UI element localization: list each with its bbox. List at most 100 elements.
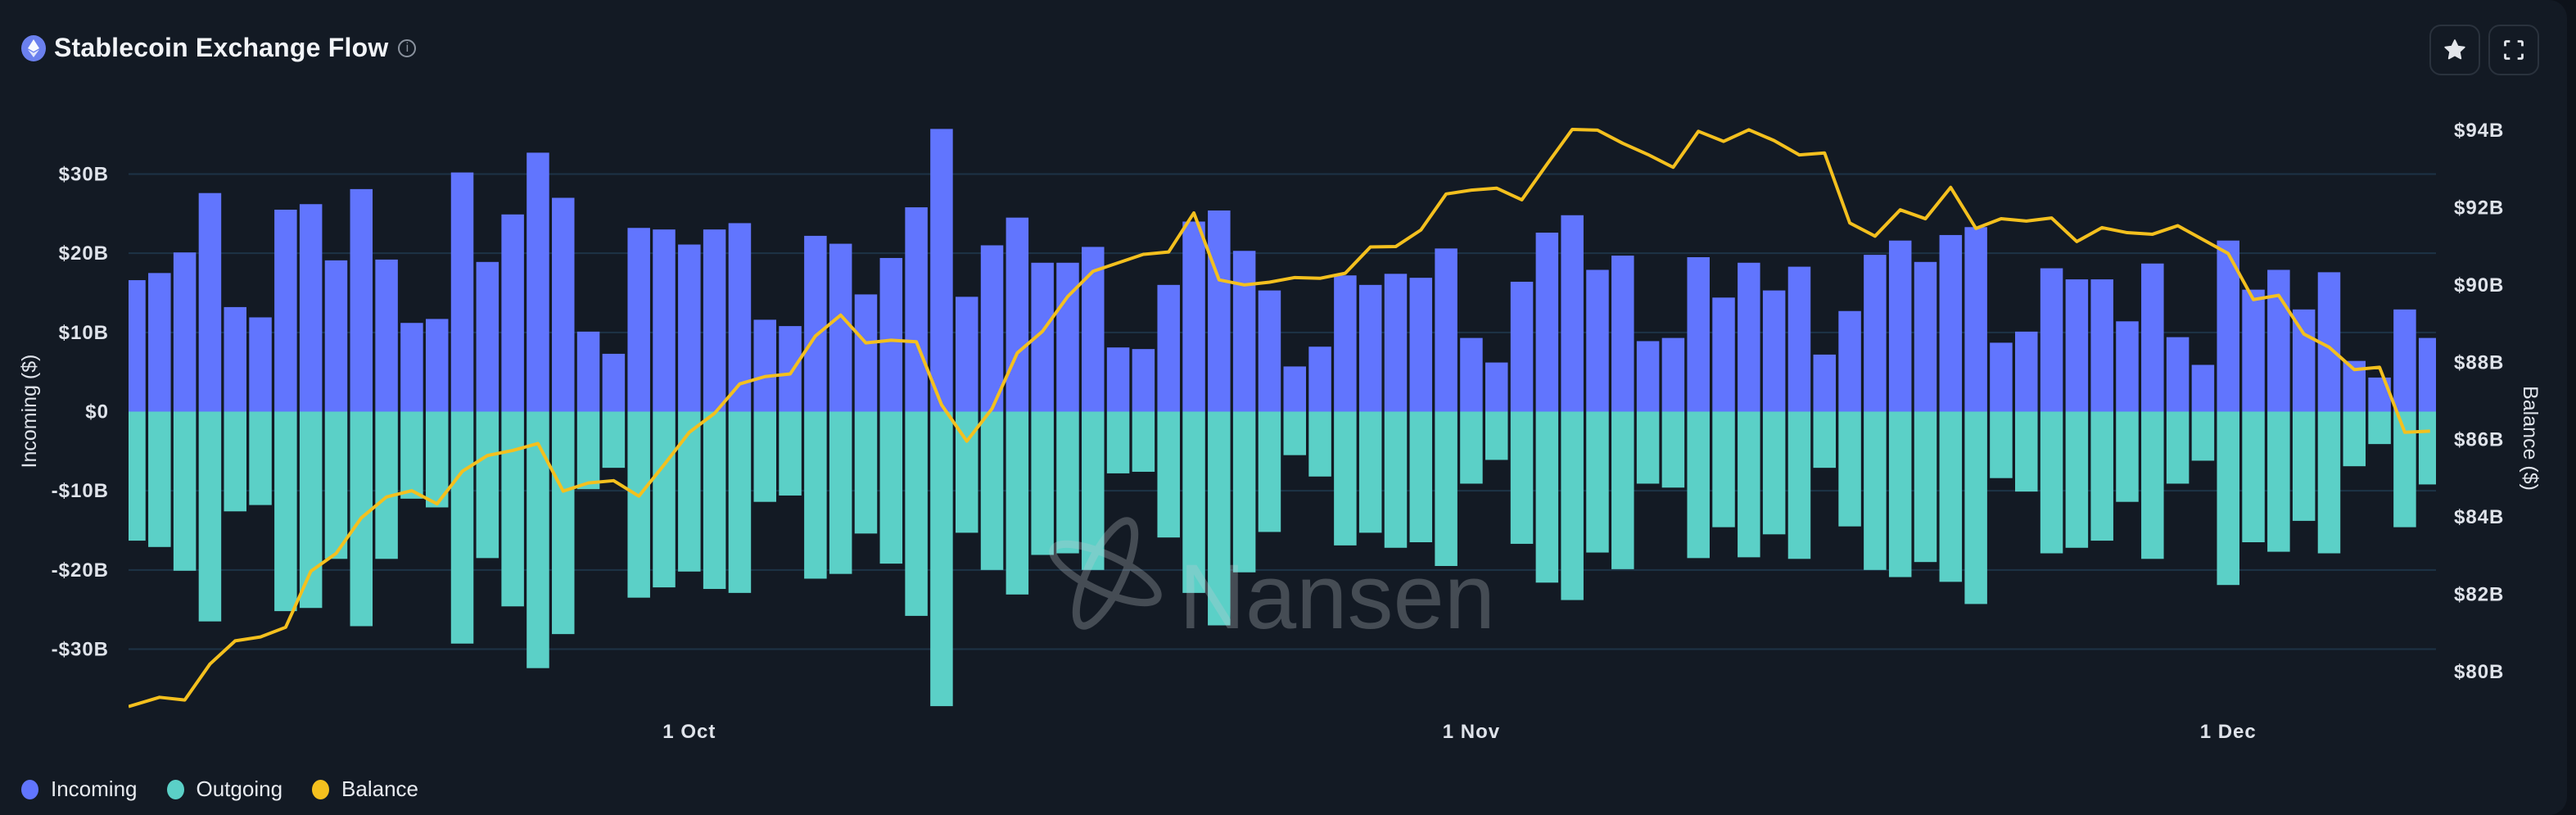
- incoming-bar[interactable]: [1358, 284, 1382, 412]
- outgoing-bar[interactable]: [1586, 411, 1609, 553]
- outgoing-bar[interactable]: [1358, 411, 1382, 533]
- incoming-bar[interactable]: [678, 244, 701, 412]
- info-icon[interactable]: i: [398, 38, 417, 57]
- incoming-bar[interactable]: [804, 235, 827, 412]
- outgoing-bar[interactable]: [829, 411, 852, 574]
- incoming-bar[interactable]: [653, 229, 676, 412]
- incoming-bar[interactable]: [2191, 364, 2215, 412]
- incoming-bar[interactable]: [1661, 337, 1685, 412]
- incoming-bar[interactable]: [1510, 281, 1534, 412]
- incoming-bar[interactable]: [1208, 210, 1231, 412]
- outgoing-bar[interactable]: [173, 411, 197, 571]
- incoming-bar[interactable]: [2368, 377, 2391, 412]
- outgoing-bar[interactable]: [804, 411, 827, 579]
- incoming-bar[interactable]: [224, 306, 246, 412]
- legend-item-balance[interactable]: Balance: [312, 777, 418, 802]
- incoming-bar[interactable]: [703, 229, 726, 412]
- outgoing-bar[interactable]: [1106, 411, 1130, 473]
- incoming-bar[interactable]: [2242, 289, 2265, 412]
- outgoing-bar[interactable]: [879, 411, 903, 564]
- outgoing-bar[interactable]: [980, 411, 1004, 570]
- outgoing-bar[interactable]: [2217, 411, 2239, 586]
- outgoing-bar[interactable]: [1031, 411, 1054, 555]
- outgoing-bar[interactable]: [1990, 411, 2013, 478]
- incoming-bar[interactable]: [1964, 227, 1987, 412]
- outgoing-bar[interactable]: [930, 411, 953, 707]
- outgoing-bar[interactable]: [249, 411, 272, 505]
- incoming-bar[interactable]: [123, 280, 146, 412]
- outgoing-bar[interactable]: [1964, 411, 1987, 604]
- outgoing-bar[interactable]: [450, 411, 474, 644]
- incoming-bar[interactable]: [1888, 240, 1912, 412]
- incoming-bar[interactable]: [955, 297, 978, 412]
- outgoing-bar[interactable]: [1888, 411, 1912, 577]
- outgoing-bar[interactable]: [2040, 411, 2063, 554]
- incoming-bar[interactable]: [2141, 263, 2164, 412]
- outgoing-bar[interactable]: [1132, 411, 1155, 472]
- incoming-bar[interactable]: [501, 214, 524, 412]
- outgoing-bar[interactable]: [400, 411, 423, 499]
- incoming-bar[interactable]: [1283, 366, 1307, 412]
- outgoing-bar[interactable]: [274, 411, 297, 612]
- incoming-bar[interactable]: [1838, 310, 1861, 412]
- outgoing-bar[interactable]: [1787, 411, 1811, 559]
- incoming-bar[interactable]: [2065, 279, 2089, 412]
- outgoing-bar[interactable]: [1182, 411, 1205, 593]
- incoming-bar[interactable]: [2116, 321, 2139, 412]
- incoming-bar[interactable]: [1485, 362, 1508, 412]
- outgoing-bar[interactable]: [1762, 411, 1786, 535]
- outgoing-bar[interactable]: [224, 411, 246, 512]
- incoming-bar[interactable]: [2166, 337, 2190, 412]
- incoming-bar[interactable]: [2292, 309, 2316, 412]
- incoming-bar[interactable]: [1762, 290, 1786, 412]
- outgoing-bar[interactable]: [2292, 411, 2316, 521]
- outgoing-bar[interactable]: [2368, 411, 2391, 445]
- incoming-bar[interactable]: [2015, 331, 2038, 412]
- outgoing-bar[interactable]: [1939, 411, 1963, 582]
- outgoing-bar[interactable]: [198, 411, 222, 622]
- incoming-bar[interactable]: [1258, 290, 1281, 412]
- outgoing-bar[interactable]: [1232, 411, 1256, 573]
- incoming-bar[interactable]: [1611, 256, 1634, 412]
- incoming-bar[interactable]: [1586, 269, 1609, 412]
- incoming-bar[interactable]: [2090, 279, 2113, 412]
- incoming-bar[interactable]: [1232, 251, 1256, 412]
- incoming-bar[interactable]: [1308, 346, 1331, 412]
- incoming-bar[interactable]: [198, 192, 222, 412]
- incoming-bar[interactable]: [602, 353, 626, 412]
- incoming-bar[interactable]: [299, 204, 323, 412]
- incoming-bar[interactable]: [1182, 221, 1205, 412]
- outgoing-bar[interactable]: [375, 411, 398, 559]
- incoming-bar[interactable]: [476, 261, 499, 412]
- incoming-bar[interactable]: [1561, 215, 1584, 412]
- incoming-bar[interactable]: [930, 129, 953, 412]
- outgoing-bar[interactable]: [2065, 411, 2089, 548]
- outgoing-bar[interactable]: [1510, 411, 1534, 544]
- incoming-bar[interactable]: [1535, 233, 1559, 412]
- outgoing-bar[interactable]: [2418, 411, 2442, 485]
- outgoing-bar[interactable]: [2166, 411, 2190, 484]
- incoming-bar[interactable]: [400, 323, 423, 412]
- incoming-bar[interactable]: [879, 257, 903, 412]
- incoming-bar[interactable]: [1132, 349, 1155, 412]
- incoming-bar[interactable]: [1082, 247, 1105, 412]
- outgoing-bar[interactable]: [425, 411, 449, 508]
- incoming-bar[interactable]: [450, 172, 474, 412]
- outgoing-bar[interactable]: [1435, 411, 1457, 567]
- fullscreen-button[interactable]: [2488, 25, 2539, 75]
- incoming-bar[interactable]: [1006, 217, 1029, 412]
- incoming-bar[interactable]: [2040, 268, 2063, 412]
- favorite-button[interactable]: [2429, 25, 2480, 75]
- outgoing-bar[interactable]: [1687, 411, 1710, 559]
- outgoing-bar[interactable]: [1661, 411, 1685, 488]
- incoming-bar[interactable]: [2418, 337, 2442, 412]
- outgoing-bar[interactable]: [2141, 411, 2164, 559]
- incoming-bar[interactable]: [753, 319, 777, 412]
- outgoing-bar[interactable]: [1485, 411, 1508, 460]
- incoming-bar[interactable]: [350, 188, 373, 412]
- incoming-bar[interactable]: [829, 243, 852, 412]
- outgoing-bar[interactable]: [1738, 411, 1760, 558]
- incoming-bar[interactable]: [1409, 278, 1433, 412]
- outgoing-bar[interactable]: [703, 411, 726, 590]
- incoming-bar[interactable]: [980, 245, 1004, 412]
